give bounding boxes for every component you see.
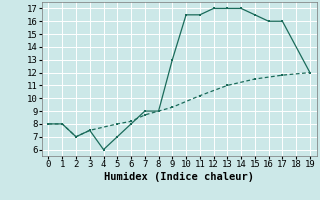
X-axis label: Humidex (Indice chaleur): Humidex (Indice chaleur) [104,172,254,182]
